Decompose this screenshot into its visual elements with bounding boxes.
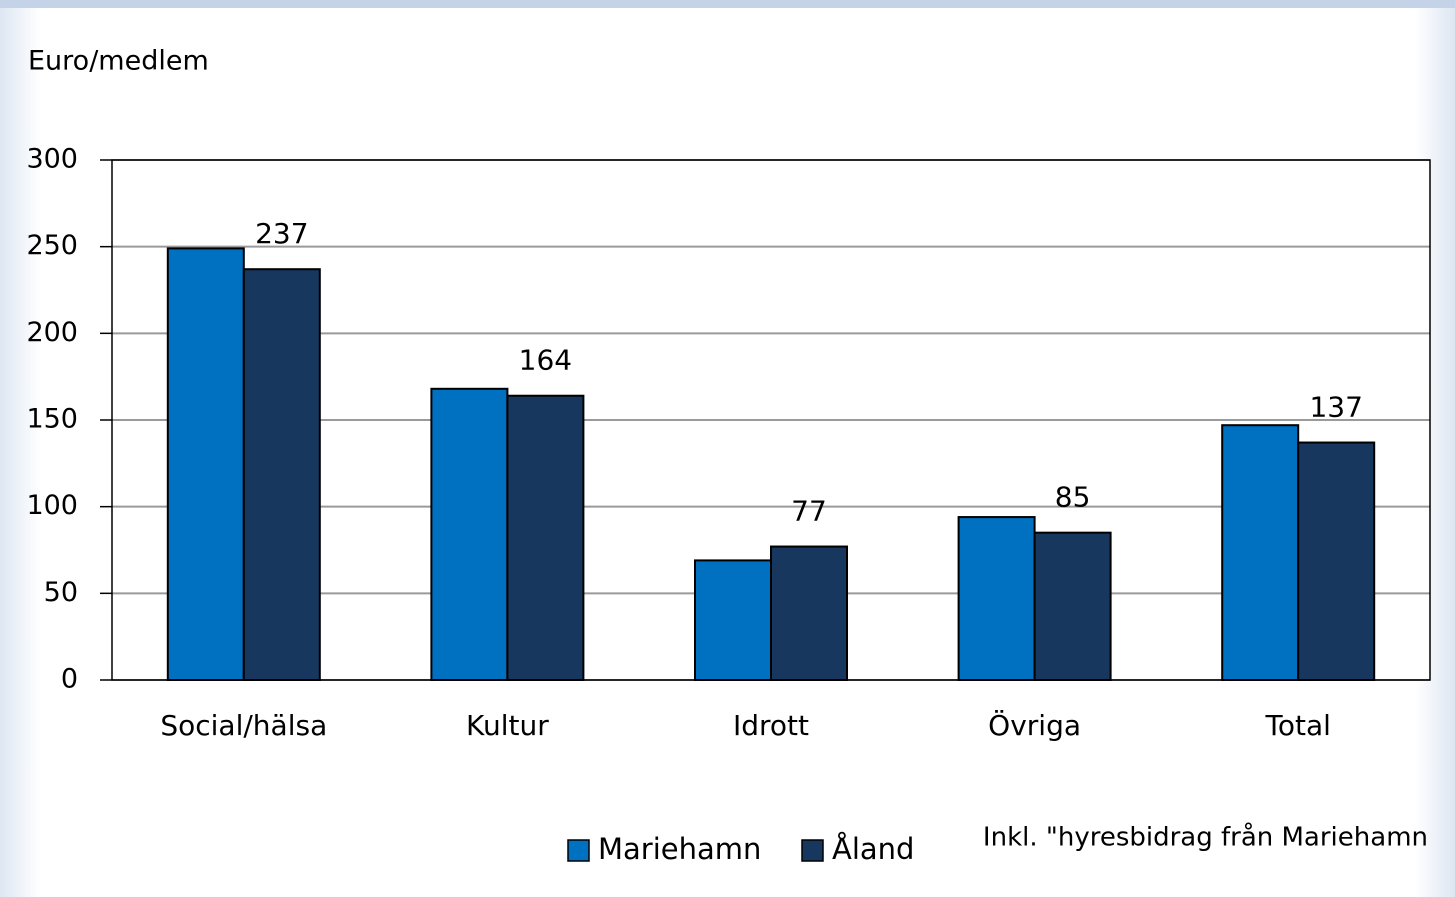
bar [1297,441,1376,681]
data-label: 237 [255,217,308,250]
bar [506,394,585,681]
data-label: 164 [519,344,572,377]
x-tick-label: Idrott [733,709,809,742]
y-tick-label: 0 [61,664,78,695]
data-label: 77 [791,495,827,528]
x-tick-label: Övriga [988,708,1081,742]
y-axis-label: Euro/medlem [28,46,209,77]
x-tick-label: Social/hälsa [160,709,327,742]
legend-swatch [567,839,590,862]
top-strip [0,0,1455,8]
bar [957,516,1036,681]
legend-label: Mariehamn [598,832,761,866]
bar [166,247,245,681]
data-label: 137 [1309,391,1362,424]
y-tick-label: 50 [44,577,78,608]
y-tick-label: 250 [26,230,78,261]
bar [242,268,321,681]
y-tick-label: 150 [26,404,78,435]
y-tick-label: 300 [26,144,78,175]
x-tick-label: Kultur [466,709,549,742]
x-tick-label: Total [1264,709,1330,742]
data-label: 85 [1055,481,1091,514]
y-tick-label: 100 [26,490,78,521]
bar [430,387,509,681]
bar [770,545,848,681]
bar [694,559,772,682]
legend-swatch [801,839,824,862]
bar [1221,424,1300,682]
legend-label: Åland [832,832,914,866]
plot-frame [111,159,1431,681]
bar [1033,531,1112,682]
y-tick-label: 200 [26,317,78,348]
annotation: Inkl. "hyresbidrag från Mariehamn [983,822,1428,853]
